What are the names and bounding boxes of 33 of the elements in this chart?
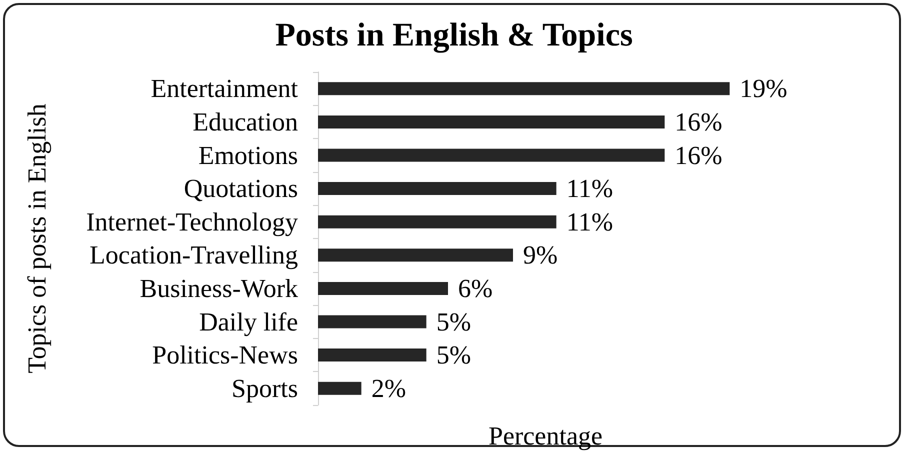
data-label: 19%: [740, 74, 788, 104]
data-label: 16%: [674, 140, 722, 170]
bar: [318, 382, 362, 395]
bar: [318, 148, 665, 162]
y-tick-label: Politics-News: [152, 340, 298, 370]
bar: [318, 315, 426, 328]
data-label: 5%: [436, 340, 472, 370]
y-tick-label: Education: [192, 107, 298, 136]
y-tick-label: Emotions: [198, 140, 298, 170]
y-axis-title: Topics of posts in English: [22, 104, 52, 374]
y-tick-label: Internet-Technology: [86, 207, 298, 236]
data-label: 11%: [566, 207, 614, 236]
bar: [318, 215, 556, 228]
bar: [318, 348, 426, 362]
y-tick-label: Sports: [232, 374, 298, 403]
y-tick-label: Daily life: [199, 307, 298, 336]
data-label: 16%: [674, 107, 722, 136]
y-tick-label: Business-Work: [140, 274, 298, 303]
data-label: 6%: [458, 274, 493, 303]
x-axis-title: Percentage: [488, 422, 603, 450]
bar: [318, 282, 448, 295]
bar: [318, 182, 556, 196]
chart-title: Posts in English & Topics: [275, 18, 633, 54]
bar: [318, 82, 730, 96]
y-tick-label: Quotations: [184, 174, 298, 204]
bar: [318, 115, 665, 128]
bar: [318, 248, 513, 262]
y-tick-label: Location-Travelling: [90, 240, 298, 270]
data-label: 11%: [566, 174, 614, 204]
y-tick-label: Entertainment: [150, 74, 299, 104]
data-label: 5%: [436, 307, 472, 336]
data-label: 2%: [371, 374, 406, 403]
data-label: 9%: [523, 240, 558, 270]
